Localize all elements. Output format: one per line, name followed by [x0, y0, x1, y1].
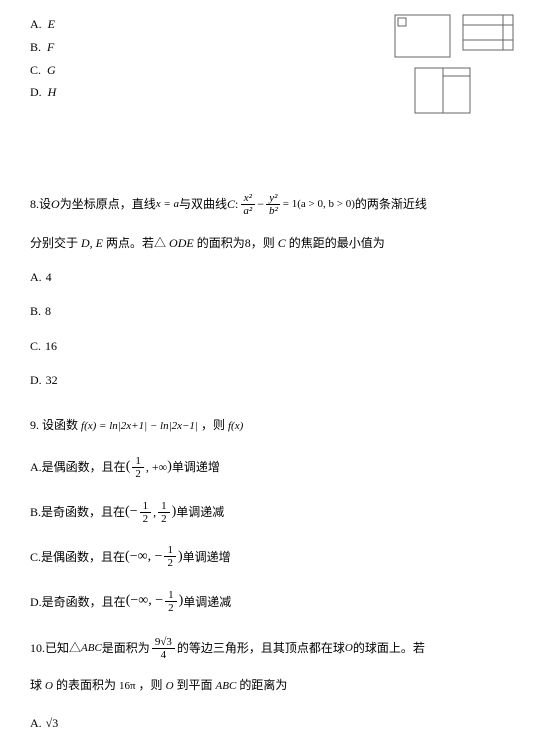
question-9: 9. 设函数 f(x) = ln|2x+1| − ln|2x−1| ，则 f(x… — [30, 412, 520, 618]
geometry-figures — [390, 10, 520, 120]
q8-option-d: D.32 — [30, 367, 520, 393]
q9-option-a: A. 是偶函数，且在 ( 12 , +∞ ) 单调递增 — [30, 452, 520, 483]
question-10: 10. 已知△ ABC 是面积为 9√34 的等边三角形，且其顶点都在球 O 的… — [30, 635, 520, 736]
q8-option-a: A.4 — [30, 264, 520, 290]
q8-number: 8. — [30, 191, 39, 217]
q10-option-a: A. √3 — [30, 710, 520, 736]
q8-option-c: C.16 — [30, 333, 520, 359]
q8-option-b: B.8 — [30, 298, 520, 324]
question-8: 8. 设 O 为坐标原点，直线 x = a 与双曲线 C : x²a² − y²… — [30, 191, 520, 393]
q9-number: 9. — [30, 418, 39, 432]
q9-option-d: D. 是奇函数，且在 (−∞, − 12 ) 单调递减 — [30, 586, 520, 617]
q9-option-c: C. 是偶函数，且在 (−∞, − 12 ) 单调递增 — [30, 542, 520, 573]
q9-option-b: B. 是奇函数，且在 (− 12 , 12 ) 单调递减 — [30, 497, 520, 528]
q10-number: 10. — [30, 635, 45, 661]
